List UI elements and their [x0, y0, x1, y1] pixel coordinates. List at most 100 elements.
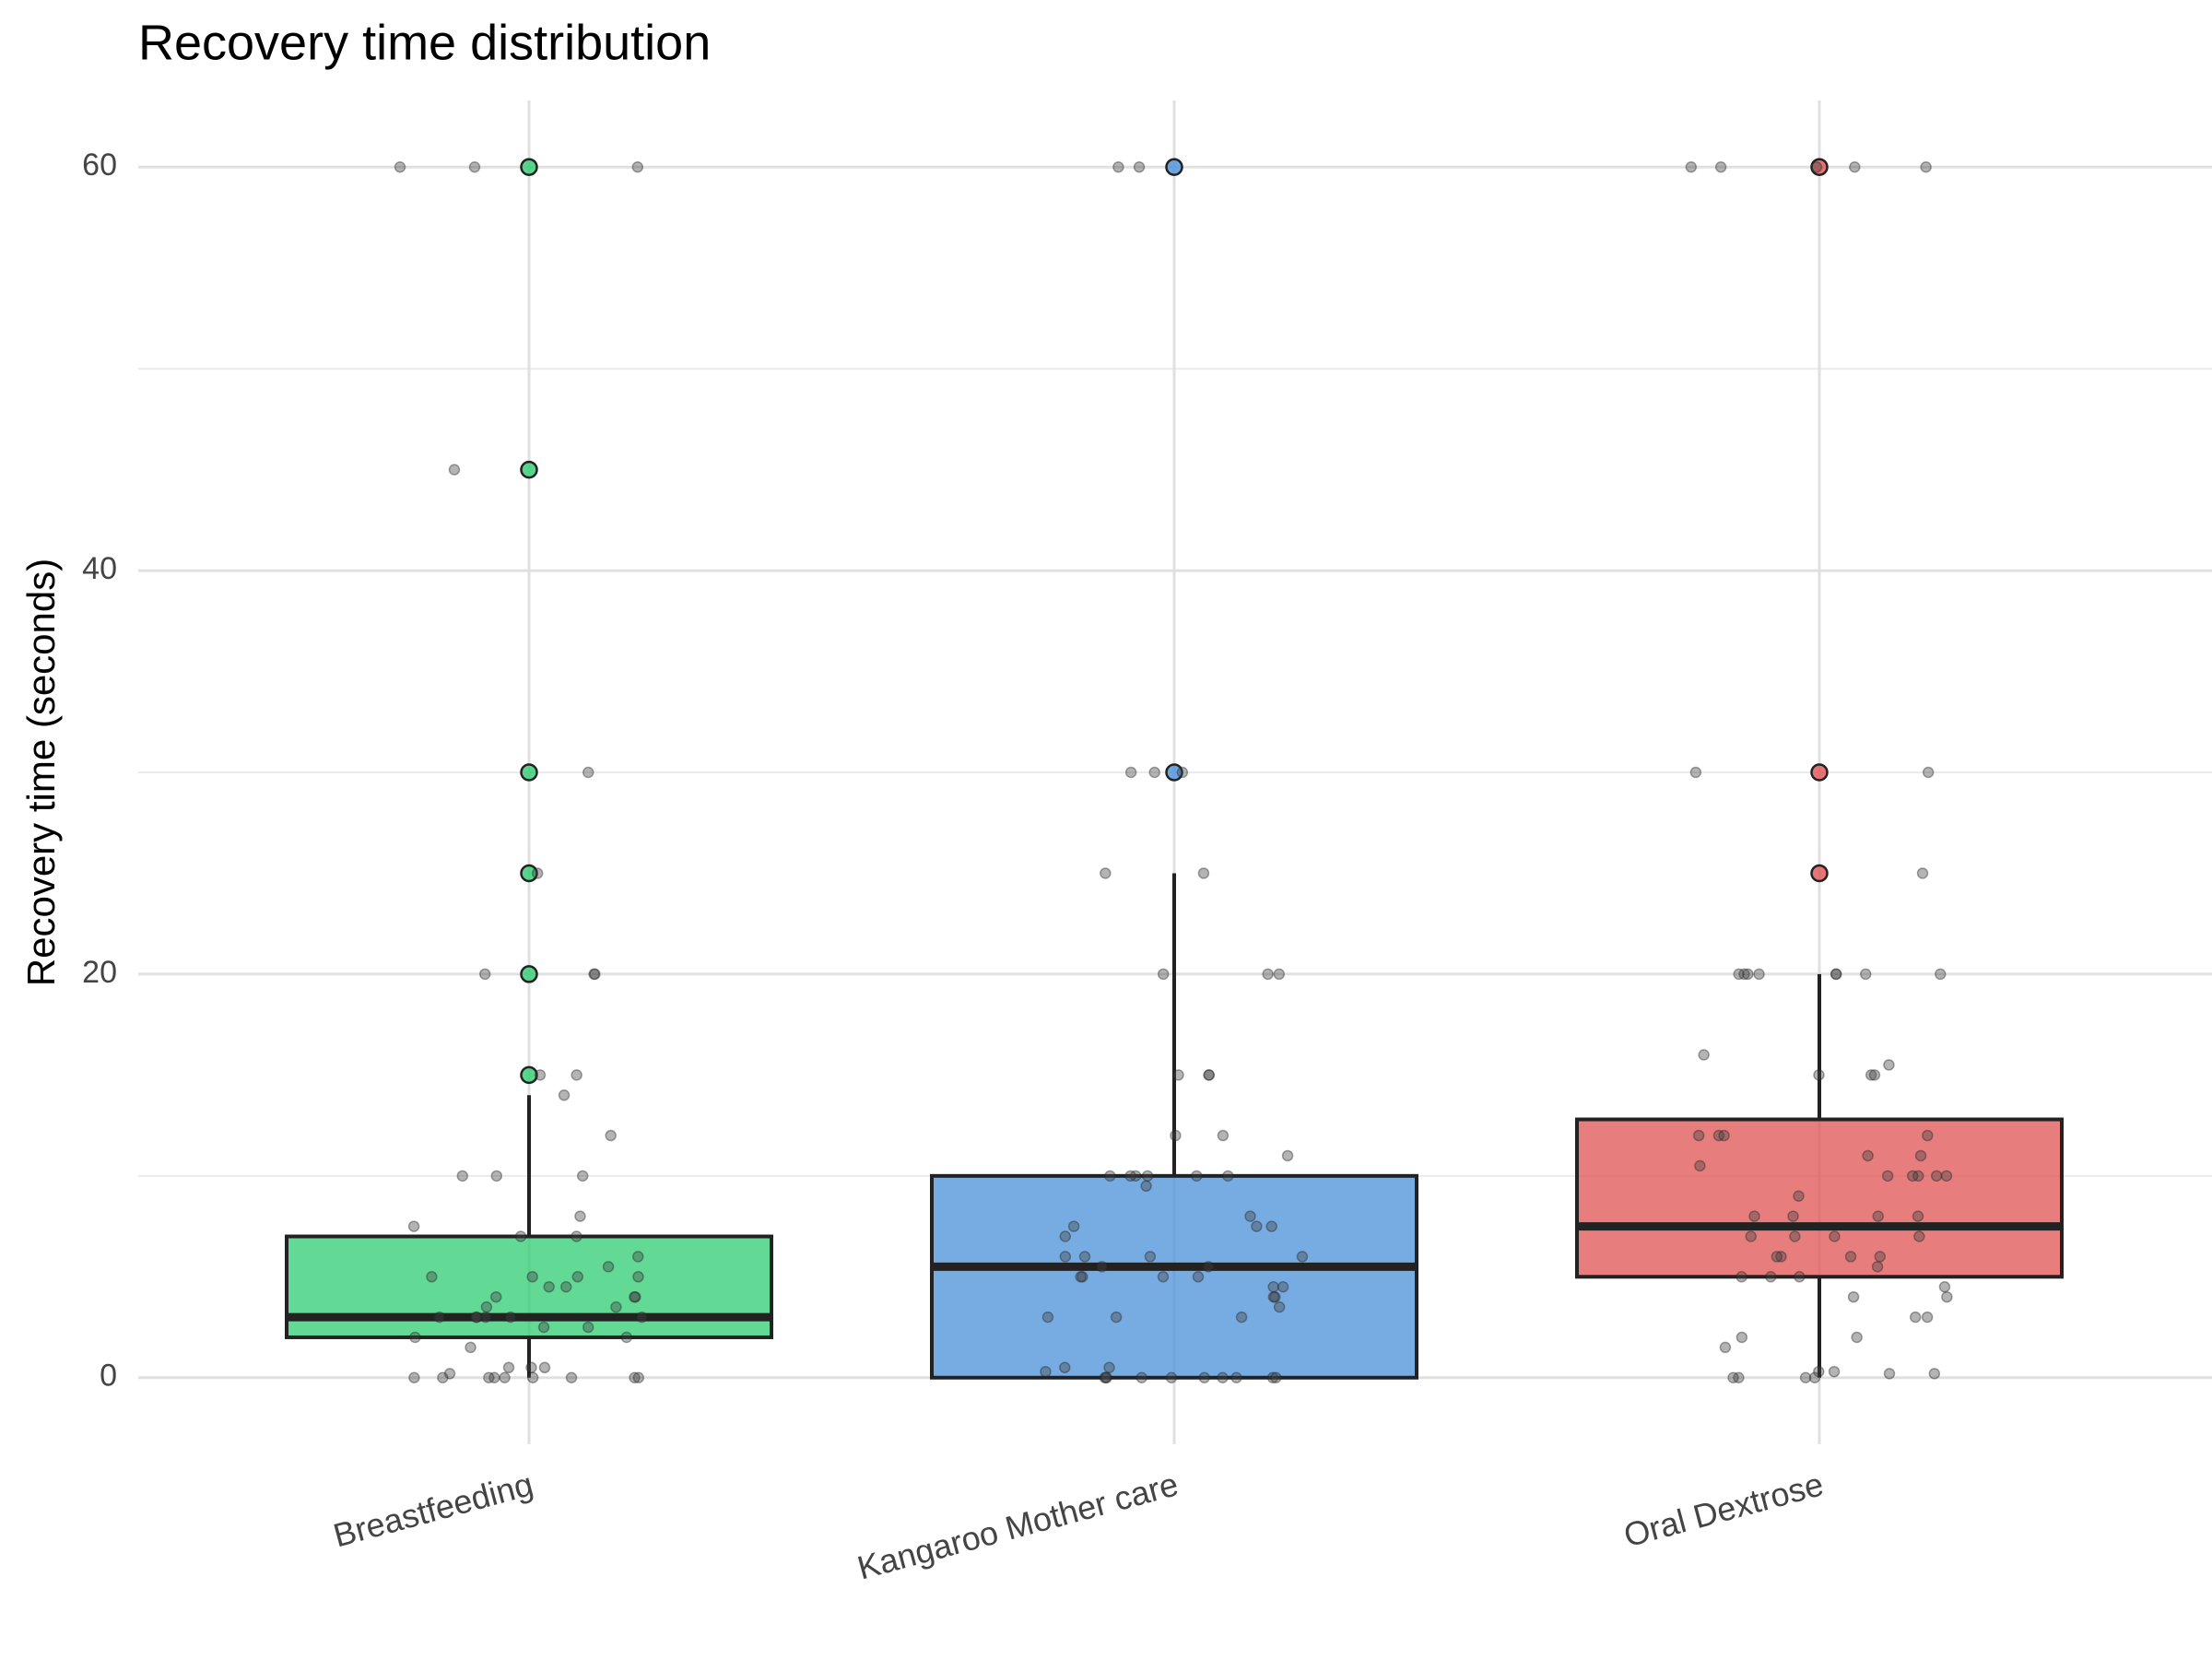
jitter-point [526, 1371, 539, 1384]
jitter-point [565, 1371, 578, 1384]
jitter-point [1270, 1371, 1282, 1384]
jitter-point [1906, 1170, 1919, 1182]
jitter-point [620, 1331, 633, 1344]
jitter-point [1928, 1368, 1941, 1380]
jitter-point [1104, 1170, 1116, 1182]
jitter-point [490, 1170, 503, 1182]
jitter-point [571, 1271, 584, 1283]
jitter-point [483, 1371, 495, 1384]
jitter-point [1133, 160, 1146, 173]
jitter-point [1753, 968, 1765, 981]
jitter-point [1733, 1371, 1745, 1384]
jitter-point [1078, 1251, 1091, 1263]
jitter-point [1059, 1361, 1071, 1374]
jitter-point [1692, 1129, 1705, 1142]
jitter-point [479, 1311, 492, 1324]
jitter-point [1733, 968, 1745, 981]
jitter-point [407, 1220, 420, 1232]
y-tick-label: 20 [82, 955, 117, 990]
jitter-point [1938, 1280, 1951, 1293]
jitter-point [1075, 1271, 1087, 1283]
jitter-point [605, 1129, 617, 1142]
jitter-point [1941, 1290, 1953, 1303]
jitter-point [543, 1280, 555, 1293]
jitter-point [560, 1280, 572, 1293]
jitter-point [1273, 968, 1286, 981]
jitter-point [1100, 1371, 1112, 1384]
jitter-point [1112, 160, 1124, 173]
jitter-point [1775, 1251, 1787, 1263]
jitter-point [426, 1271, 438, 1283]
jitter-point [1099, 1371, 1112, 1384]
jitter-point [1881, 1170, 1894, 1182]
jitter-point [1124, 766, 1137, 779]
box [1575, 1117, 2064, 1279]
jitter-point [408, 1371, 420, 1384]
jitter-point [1916, 867, 1929, 879]
jitter-point [1830, 968, 1842, 981]
jitter-point [1148, 766, 1160, 779]
jitter-point [534, 1069, 547, 1081]
jitter-point [1217, 1371, 1229, 1384]
outlier [520, 158, 538, 176]
jitter-point [1100, 1371, 1112, 1384]
jitter-point [1787, 1210, 1799, 1222]
jitter-point [1851, 1331, 1863, 1344]
jitter-point [1829, 1230, 1841, 1242]
x-tick-label: Breastfeeding [329, 1465, 536, 1554]
jitter-point [1267, 1280, 1279, 1293]
jitter-point [1771, 1251, 1783, 1263]
jitter-point [1265, 1220, 1277, 1232]
jitter-point [1698, 1049, 1710, 1061]
jitter-point [1135, 1371, 1147, 1384]
jitter-point [1100, 867, 1112, 879]
jitter-point [1799, 1371, 1812, 1384]
jitter-point [1197, 867, 1210, 879]
jitter-point [1244, 1210, 1256, 1222]
jitter-point [1712, 1129, 1725, 1142]
jitter-point [1129, 1170, 1142, 1182]
jitter-point [1810, 160, 1823, 173]
jitter-point [456, 1170, 469, 1182]
jitter-point [1110, 1311, 1123, 1324]
jitter-point [1198, 1371, 1210, 1384]
outlier [1810, 763, 1829, 782]
jitter-point [526, 1271, 538, 1283]
jitter-point [488, 1371, 500, 1384]
jitter-point [1267, 1290, 1280, 1303]
jitter-point [610, 1300, 622, 1313]
jitter-point [558, 1089, 571, 1101]
jitter-point [1067, 1220, 1080, 1232]
jitter-point [1203, 1069, 1216, 1081]
jitter-point [632, 1371, 645, 1384]
x-tick-label: Kangaroo Mother care [853, 1465, 1182, 1586]
jitter-point [525, 1361, 537, 1374]
jitter-point [1041, 1311, 1054, 1324]
jitter-point [1871, 1261, 1884, 1273]
outlier [520, 864, 538, 883]
jitter-point [1912, 1170, 1924, 1182]
jitter-point [1847, 1290, 1860, 1303]
jitter-point [602, 1261, 615, 1273]
jitter-point [1281, 1149, 1294, 1162]
jitter-point [1912, 1210, 1924, 1222]
jitter-point [629, 1290, 641, 1303]
y-tick-label: 0 [100, 1359, 117, 1394]
jitter-point [1865, 1069, 1877, 1081]
jitter-point [1859, 968, 1872, 981]
jitter-point [632, 1271, 644, 1283]
jitter-point [1940, 1170, 1953, 1182]
outlier [1165, 158, 1183, 176]
y-tick-label: 40 [82, 551, 117, 586]
jitter-point [409, 1331, 421, 1344]
jitter-point [1251, 1220, 1263, 1232]
jitter-point [1296, 1251, 1309, 1263]
jitter-point [1794, 1271, 1806, 1283]
outlier [520, 1065, 538, 1085]
jitter-point [582, 1321, 594, 1334]
jitter-point [1735, 1331, 1748, 1344]
jitter-point [1745, 1230, 1757, 1242]
jitter-point [1273, 1300, 1286, 1313]
box [930, 1173, 1418, 1380]
